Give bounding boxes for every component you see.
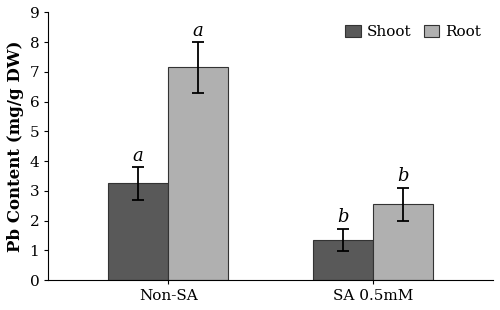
Bar xyxy=(373,204,433,280)
Text: a: a xyxy=(192,22,203,40)
Y-axis label: Pb Content (mg/g DW): Pb Content (mg/g DW) xyxy=(7,41,24,252)
Bar xyxy=(314,240,373,280)
Text: b: b xyxy=(338,208,349,226)
Text: b: b xyxy=(398,167,409,185)
Bar xyxy=(108,184,168,280)
Text: a: a xyxy=(133,147,143,165)
Bar xyxy=(168,68,228,280)
Legend: Shoot, Root: Shoot, Root xyxy=(341,20,486,44)
